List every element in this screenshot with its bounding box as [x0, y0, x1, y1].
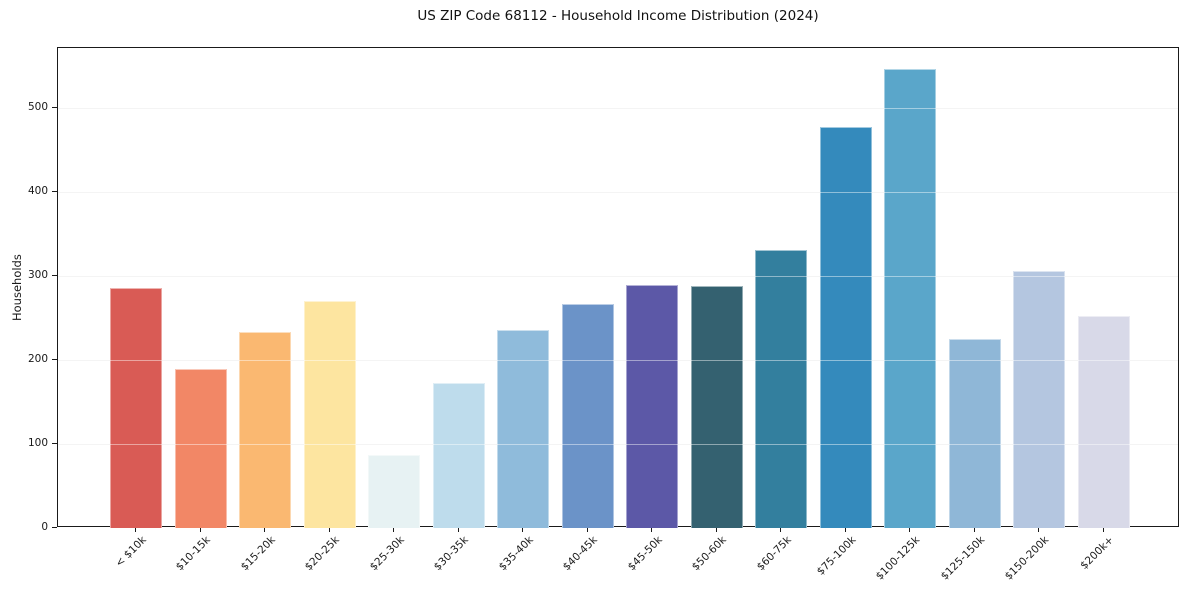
bar-$25-30k — [368, 454, 420, 528]
gridline-overlay — [58, 444, 1178, 446]
x-tick-mark — [651, 527, 652, 532]
bar-$20-25k — [303, 301, 356, 528]
x-tick-label: $75-100k — [814, 534, 858, 578]
x-tick-mark — [586, 527, 588, 532]
x-tick-label: $200k+ — [1078, 534, 1116, 572]
bar-$10-15k — [174, 369, 227, 528]
y-tick-label: 100 — [27, 436, 48, 449]
gridline — [58, 360, 1178, 362]
x-tick-label: $45-50k — [625, 534, 665, 574]
y-tick-mark — [52, 443, 57, 445]
x-tick-label: $25-30k — [367, 534, 407, 574]
x-tick-label: $10-15k — [173, 534, 213, 574]
x-tick-label: $40-45k — [560, 534, 600, 574]
gridline-overlay — [58, 192, 1178, 194]
bar-$125-150k — [948, 339, 1001, 528]
x-tick-label: $100-125k — [873, 534, 923, 583]
x-tick-mark — [715, 527, 717, 532]
x-tick-label: $30-35k — [431, 534, 471, 574]
x-tick-mark — [780, 527, 781, 532]
y-tick-label: 400 — [27, 184, 48, 197]
x-tick-mark — [199, 527, 201, 532]
x-tick-mark — [1102, 527, 1104, 532]
x-tick-mark — [457, 527, 459, 532]
y-tick-label: 300 — [27, 268, 48, 281]
bar-$60-75k — [755, 250, 807, 528]
x-tick-label: $50-60k — [689, 534, 729, 574]
x-tick-label: $125-150k — [938, 534, 987, 583]
x-tick-mark — [328, 527, 330, 532]
bar-$30-35k — [432, 382, 485, 528]
x-tick-label: $60-75k — [754, 534, 794, 574]
gridline — [58, 276, 1178, 278]
bar-$40-45k — [561, 303, 614, 528]
bar-$200k+ — [1077, 315, 1130, 528]
x-tick-label: $35-40k — [496, 534, 536, 574]
chart-title: US ZIP Code 68112 - Household Income Dis… — [417, 8, 819, 24]
y-tick-label: 500 — [27, 100, 48, 113]
x-tick-mark — [973, 527, 975, 532]
x-tick-label: $150-200k — [1002, 534, 1052, 583]
bar-$45-50k — [626, 284, 678, 528]
y-tick-label: 200 — [27, 352, 48, 365]
x-tick-mark — [264, 527, 265, 532]
x-tick-mark — [844, 527, 846, 532]
y-axis-label: Households — [10, 254, 24, 321]
x-tick-mark — [909, 527, 910, 532]
gridline-overlay — [58, 360, 1178, 362]
bar-< $10k — [110, 288, 162, 528]
y-tick-mark — [52, 527, 57, 528]
y-tick-label: 0 — [41, 520, 48, 533]
bar-$150-200k — [1013, 271, 1065, 528]
bar-$15-20k — [239, 331, 291, 528]
y-tick-mark — [52, 275, 57, 277]
plot-area — [57, 47, 1179, 528]
x-tick-mark — [135, 527, 136, 532]
y-tick-mark — [52, 107, 57, 109]
x-tick-label: $20-25k — [302, 534, 342, 574]
x-tick-mark — [1038, 527, 1039, 532]
x-tick-label: < $10k — [112, 534, 149, 570]
x-tick-mark — [393, 527, 394, 532]
gridline-overlay — [58, 276, 1178, 278]
bar-$50-60k — [690, 286, 743, 528]
gridline — [58, 192, 1178, 194]
y-tick-mark — [52, 359, 57, 361]
x-tick-mark — [522, 527, 523, 532]
x-tick-label: $15-20k — [238, 534, 278, 574]
bar-$100-125k — [884, 68, 936, 528]
gridline-overlay — [58, 108, 1178, 110]
y-tick-mark — [52, 191, 57, 193]
bar-$75-100k — [819, 126, 872, 528]
bar-$35-40k — [497, 329, 549, 528]
gridline — [58, 108, 1178, 110]
gridline — [58, 444, 1178, 446]
